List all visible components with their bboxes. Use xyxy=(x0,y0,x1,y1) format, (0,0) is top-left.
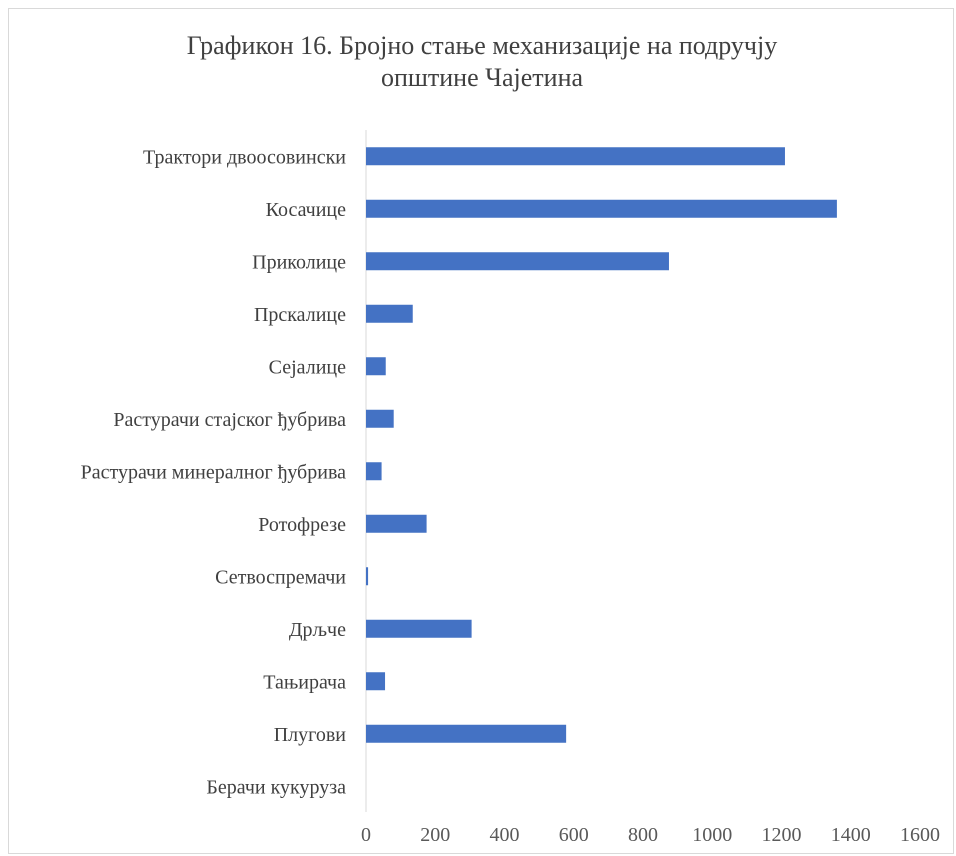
bars-layer xyxy=(366,147,837,743)
category-label: Растурачи минералног ђубрива xyxy=(81,461,347,483)
bar xyxy=(366,304,413,323)
x-tick-label: 1600 xyxy=(900,824,940,846)
category-label: Прскалице xyxy=(254,304,346,326)
chart-title-line-1: Графикон 16. Бројно стање механизације н… xyxy=(186,31,778,60)
category-label: Растурачи стајског ђубрива xyxy=(113,409,346,431)
x-tick-label: 1400 xyxy=(831,824,871,846)
category-label: Дрљче xyxy=(289,619,346,641)
bar xyxy=(366,672,386,691)
x-tick-label: 400 xyxy=(490,824,520,846)
x-tick-label: 600 xyxy=(559,824,589,846)
bar xyxy=(366,409,394,428)
category-label: Плугови xyxy=(274,724,347,746)
category-label: Берачи кукуруза xyxy=(206,776,346,798)
x-tick-label: 0 xyxy=(361,824,371,846)
category-label: Ротофрезе xyxy=(258,514,346,536)
bar xyxy=(366,462,382,481)
tick-labels: 0 200 400 600 800 1000 1200 1400 1600 xyxy=(361,824,940,846)
category-label: Сетвоспремачи xyxy=(215,566,346,588)
chart-title-line-2: општине Чајетина xyxy=(380,63,584,92)
category-label: Тањирача xyxy=(263,671,346,693)
x-tick-label: 1000 xyxy=(692,824,732,846)
bar xyxy=(366,567,369,586)
bar xyxy=(366,357,386,376)
category-label: Приколице xyxy=(252,251,346,273)
bar xyxy=(366,514,427,533)
bar xyxy=(366,724,567,743)
x-tick-label: 800 xyxy=(628,824,658,846)
bar xyxy=(366,199,837,218)
x-tick-label: 1200 xyxy=(762,824,802,846)
bar xyxy=(366,619,472,638)
category-label: Косачице xyxy=(266,199,347,221)
bar xyxy=(366,252,669,271)
chart-title: Графикон 16. Бројно стање механизације н… xyxy=(0,30,956,94)
category-labels: Трактори двоосовински Косачице Приколице Пр… xyxy=(81,146,347,798)
category-label: Трактори двоосовински xyxy=(143,146,346,168)
category-label: Сејалице xyxy=(269,356,346,378)
bar xyxy=(366,147,785,166)
x-tick-label: 200 xyxy=(420,824,450,846)
